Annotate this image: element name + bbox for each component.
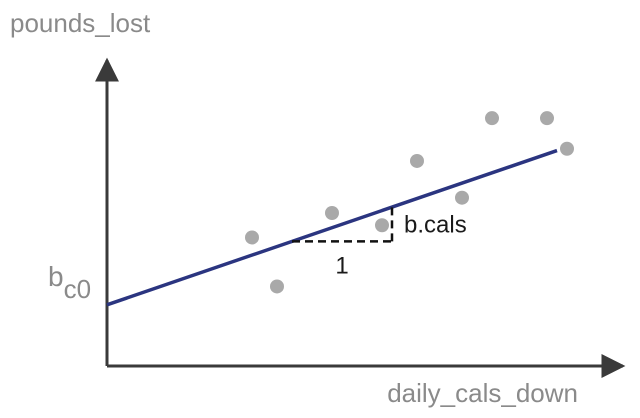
fit-line bbox=[106, 148, 558, 307]
data-point-6 bbox=[455, 190, 469, 205]
data-point-5 bbox=[410, 153, 424, 168]
data-points bbox=[245, 111, 574, 294]
intercept-label-sub: c0 bbox=[64, 274, 91, 304]
intercept-label: bc0 bbox=[48, 261, 91, 304]
data-point-9 bbox=[560, 141, 574, 156]
data-point-4 bbox=[375, 218, 389, 233]
run-label: 1 bbox=[335, 252, 348, 279]
data-point-8 bbox=[540, 111, 554, 126]
rise-label: b.cals bbox=[404, 211, 467, 238]
y-axis-label: pounds_lost bbox=[10, 8, 151, 38]
data-point-2 bbox=[270, 279, 284, 294]
x-axis-label: daily_cals_down bbox=[387, 378, 578, 408]
data-point-3 bbox=[325, 206, 339, 220]
data-point-7 bbox=[485, 111, 499, 126]
data-point-1 bbox=[245, 230, 259, 245]
intercept-label-base: b bbox=[48, 261, 64, 292]
